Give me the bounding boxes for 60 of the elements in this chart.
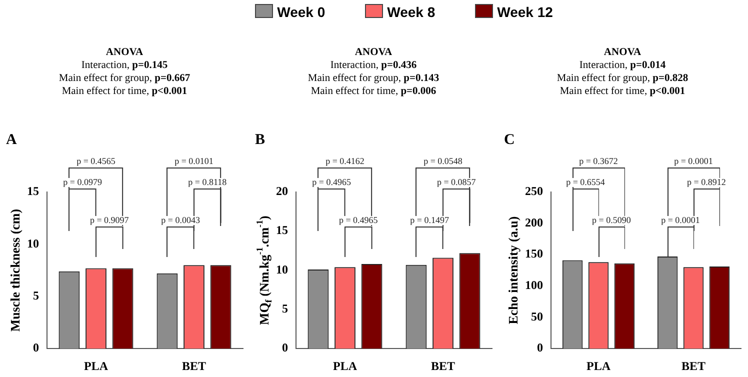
y-tick-label: 15 (276, 223, 288, 238)
text: Main effect for group, p=0.143 (306, 72, 440, 85)
y-tick-label: 10 (276, 262, 288, 276)
y-axis-title: Echo intensity (a.u) (505, 216, 520, 324)
annotation: p = 0.4965 (338, 215, 379, 225)
x-tick-label: BET (430, 358, 456, 373)
text: Main effect for group, p=0.828 (556, 72, 690, 85)
y-tick-label: 250 (525, 184, 543, 198)
text: p = 0.4565 (76, 156, 116, 166)
annotation: p = 0.5090 (591, 215, 632, 225)
y-tick-label: 5 (33, 288, 39, 302)
y-tick-label: 50 (531, 309, 543, 324)
y-tick-label: 200 (525, 215, 543, 230)
text: p = 0.0979 (62, 177, 104, 187)
text: p = 0.4965 (311, 177, 352, 187)
text: p = 0.3672 (578, 156, 619, 166)
text: A (6, 132, 17, 148)
text: p = 0.0001 (673, 156, 714, 166)
y-tick-label: 20 (276, 184, 288, 198)
text: Main effect for time, p=0.006 (310, 85, 438, 98)
y-tick-label: 100 (525, 278, 543, 292)
chart-title: ANOVA (602, 46, 642, 59)
text: p = 0.6554 (565, 177, 606, 187)
text: p = 0.8912 (686, 177, 727, 187)
legend-label: Week 0 (276, 4, 326, 20)
legend-label: Week 12 (496, 4, 553, 20)
text: p = 0.0857 (436, 177, 477, 187)
text: Interaction, p=0.436 (329, 59, 418, 72)
annotation: p = 0.0043 (160, 215, 202, 225)
y-tick-label: 5 (282, 302, 288, 316)
text: Main effect for time, p<0.001 (558, 85, 686, 98)
x-tick-label: PLA (586, 358, 611, 373)
text: Main effect for time, p<0.001 (60, 85, 188, 98)
text: p = 0.0548 (422, 156, 464, 166)
y-tick-label: 0 (282, 340, 288, 355)
x-tick-label: PLA (333, 358, 358, 373)
y-tick-label: 150 (525, 246, 543, 261)
legend-label: Week 8 (386, 4, 436, 20)
y-tick-label: 0 (537, 340, 543, 355)
y-tick-label: 0 (33, 340, 39, 355)
x-tick-label: BET (182, 358, 206, 373)
text: Main effect for group, p=0.667 (58, 72, 192, 85)
text: Interaction, p=0.145 (80, 59, 169, 72)
y-axis-title: MQf (Nm.kg-1.cm-1) (254, 216, 274, 325)
text: B (255, 132, 266, 148)
annotation: p = 0.1497 (409, 215, 450, 225)
text: p = 0.0101 (174, 156, 214, 166)
chart-title: ANOVA (104, 46, 144, 59)
y-axis-title: Muscle thickness (cm) (7, 208, 22, 332)
text: C (504, 132, 515, 148)
y-tick-label: 15 (27, 184, 39, 198)
x-tick-label: BET (681, 358, 706, 373)
chart-title: ANOVA (354, 46, 394, 59)
text: p = 0.4162 (324, 156, 366, 166)
text: p = 0.8118 (187, 177, 228, 187)
text: Interaction, p=0.014 (578, 59, 667, 72)
annotation: p = 0.0001 (660, 215, 701, 225)
annotation: p = 0.9097 (88, 215, 130, 225)
y-tick-label: 10 (27, 236, 39, 250)
x-tick-label: PLA (84, 358, 108, 373)
